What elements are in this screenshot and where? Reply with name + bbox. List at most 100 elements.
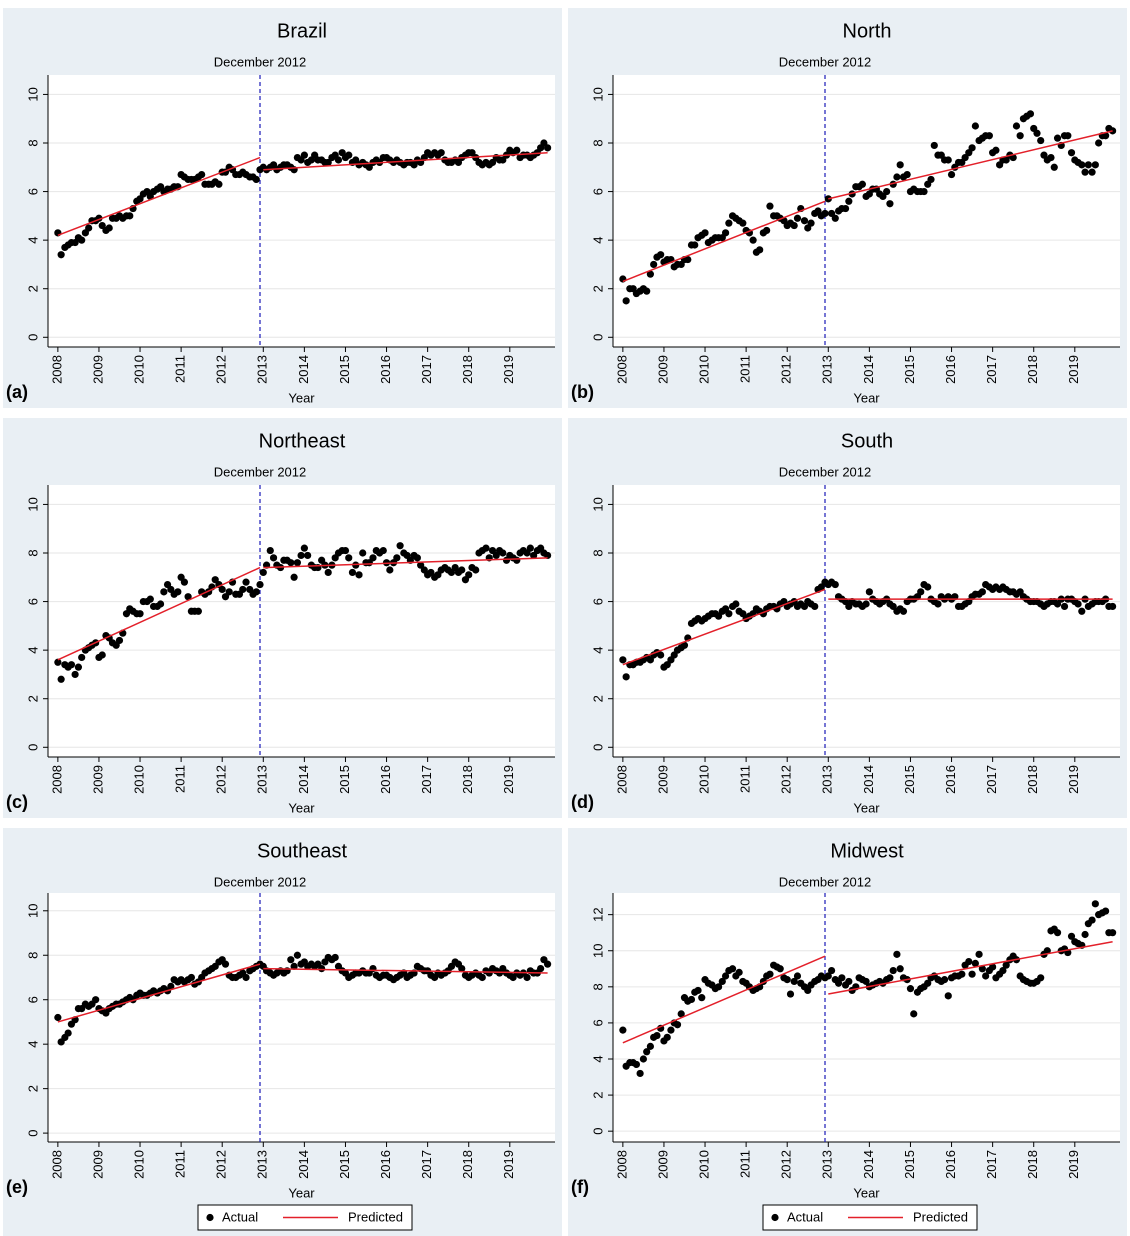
data-point [1026, 110, 1035, 118]
y-tick-label: 10 [25, 87, 40, 101]
data-point [896, 965, 904, 973]
data-point [721, 229, 730, 237]
data-point [393, 554, 401, 562]
x-tick-label: 2013 [820, 355, 835, 384]
x-tick-label: 2014 [861, 355, 876, 384]
x-tick-label: 2018 [1025, 765, 1040, 794]
panel-label: (c) [6, 792, 28, 812]
data-point [841, 204, 850, 213]
x-tick-label: 2009 [655, 355, 670, 384]
data-point [646, 270, 654, 278]
y-tick-label: 4 [590, 647, 605, 654]
x-tick-label: 2017 [419, 765, 434, 794]
data-point [978, 965, 986, 973]
x-tick-label: 2019 [1066, 765, 1081, 794]
data-point [1050, 163, 1058, 171]
data-point [67, 661, 76, 669]
panel: Southeast December 2012 0 2 4 6 8 10 2008 2009 201… [3, 828, 562, 1236]
data-point [290, 573, 298, 581]
data-point [646, 1042, 654, 1050]
data-point [523, 973, 531, 982]
data-point [889, 966, 897, 975]
data-point [482, 544, 490, 552]
data-point [989, 963, 997, 971]
x-tick-label: 2009 [655, 765, 670, 794]
x-tick-label: 2009 [655, 1150, 670, 1179]
trend-line [57, 963, 548, 1023]
data-point [917, 588, 925, 596]
x-tick-label: 2014 [296, 1150, 311, 1179]
data-point [1078, 161, 1086, 169]
data-point [218, 585, 226, 594]
x-axis-label: Year [853, 390, 880, 405]
data-point [287, 956, 295, 964]
data-point [396, 542, 404, 550]
x-tick-label: 2016 [378, 765, 393, 794]
data-point [732, 600, 740, 608]
data-point [1091, 161, 1099, 169]
data-point [694, 986, 702, 995]
panel: Midwest December 2012 0 2 4 6 8 10 12 2008 2009 201… [568, 828, 1127, 1236]
data-point [684, 255, 692, 264]
data-point [667, 1026, 675, 1034]
data-point [1109, 602, 1117, 611]
y-tick-label: 10 [590, 944, 605, 958]
data-point [1053, 134, 1062, 142]
data-point [513, 146, 521, 154]
x-tick-label: 2018 [460, 765, 475, 794]
annotation: December 2012 [779, 464, 872, 479]
annotation: December 2012 [214, 54, 307, 69]
data-point [345, 151, 353, 159]
data-point [256, 580, 264, 589]
x-tick-label: 2019 [501, 765, 516, 794]
x-tick-label: 2016 [378, 355, 393, 384]
data-point [198, 170, 206, 179]
data-point [903, 170, 911, 179]
annotation: December 2012 [779, 54, 872, 69]
legend-marker [771, 1213, 779, 1222]
data-point [472, 566, 480, 574]
trend-line [622, 130, 1113, 283]
data-point [766, 970, 774, 978]
x-tick-label: 2011 [173, 1150, 188, 1178]
x-tick-label: 2012 [214, 355, 229, 384]
x-tick-label: 2015 [337, 1150, 352, 1179]
data-point [827, 966, 836, 975]
x-tick-label: 2019 [1066, 1150, 1081, 1179]
data-point [331, 953, 339, 962]
data-point [184, 593, 192, 601]
data-point [478, 973, 486, 982]
x-tick-label: 2015 [902, 1150, 917, 1179]
data-point [714, 983, 723, 991]
x-tick-label: 2019 [501, 1150, 516, 1179]
x-tick-label: 2008 [614, 1150, 629, 1179]
chart-title: Brazil [277, 20, 327, 42]
data-point [64, 1029, 72, 1037]
data-point [513, 556, 521, 564]
y-tick-label: 6 [590, 1019, 605, 1026]
data-point [194, 607, 202, 615]
data-point [324, 568, 332, 577]
x-tick-label: 2017 [984, 765, 999, 794]
data-point [1102, 907, 1110, 915]
data-point [992, 146, 1000, 154]
data-point [54, 1013, 62, 1022]
x-tick-label: 2015 [902, 355, 917, 384]
data-point [174, 588, 182, 596]
data-point [355, 571, 363, 579]
panel-label: (f) [571, 1177, 589, 1197]
data-point [728, 965, 737, 973]
y-tick-label: 8 [25, 139, 40, 146]
data-point [187, 973, 195, 982]
data-point [657, 251, 665, 259]
plot-area [613, 893, 1120, 1142]
trend-line [622, 588, 1113, 666]
data-point [834, 979, 843, 987]
data-point [657, 651, 665, 659]
data-point [369, 964, 377, 973]
data-point [811, 602, 819, 611]
y-tick-label: 10 [25, 904, 40, 918]
data-point [721, 972, 730, 980]
y-tick-label: 4 [590, 237, 605, 244]
x-tick-label: 2008 [49, 355, 64, 384]
